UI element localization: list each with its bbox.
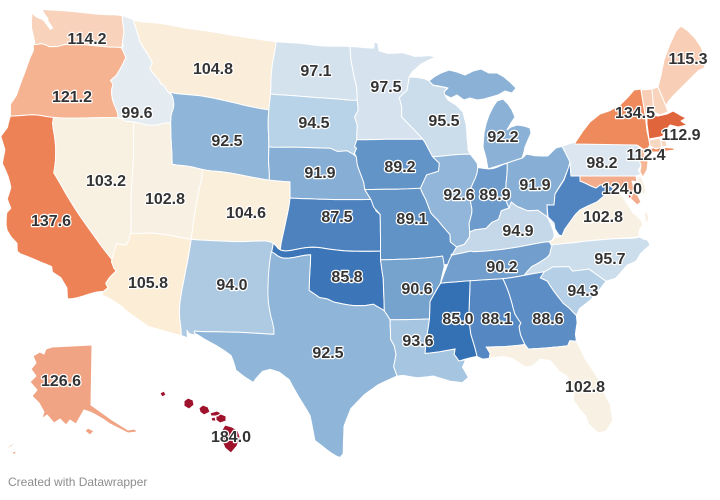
svg-text:103.2: 103.2 — [86, 173, 126, 190]
svg-text:95.7: 95.7 — [594, 251, 625, 268]
svg-text:95.5: 95.5 — [428, 113, 459, 130]
svg-text:92.5: 92.5 — [312, 345, 343, 362]
svg-text:102.8: 102.8 — [565, 379, 605, 396]
svg-text:89.1: 89.1 — [396, 211, 427, 228]
svg-text:88.1: 88.1 — [481, 311, 512, 328]
svg-text:126.6: 126.6 — [41, 373, 81, 390]
svg-text:102.8: 102.8 — [145, 191, 185, 208]
svg-text:87.5: 87.5 — [321, 209, 352, 226]
svg-text:85.0: 85.0 — [442, 311, 473, 328]
svg-text:112.4: 112.4 — [626, 147, 665, 164]
svg-text:94.0: 94.0 — [216, 277, 247, 294]
svg-text:124.0: 124.0 — [602, 181, 642, 198]
svg-text:97.5: 97.5 — [370, 79, 401, 96]
svg-text:92.2: 92.2 — [487, 129, 518, 146]
svg-text:90.2: 90.2 — [486, 259, 517, 276]
svg-text:115.3: 115.3 — [668, 51, 707, 68]
svg-text:94.5: 94.5 — [298, 115, 329, 132]
svg-text:184.0: 184.0 — [211, 429, 251, 446]
svg-text:92.5: 92.5 — [211, 133, 242, 150]
svg-text:137.6: 137.6 — [31, 213, 71, 230]
svg-text:105.8: 105.8 — [128, 275, 168, 292]
svg-text:94.3: 94.3 — [567, 283, 598, 300]
svg-text:91.9: 91.9 — [519, 177, 550, 194]
svg-text:88.6: 88.6 — [532, 311, 563, 328]
svg-text:90.6: 90.6 — [401, 281, 432, 298]
svg-text:94.9: 94.9 — [502, 223, 533, 240]
svg-text:92.6: 92.6 — [443, 187, 474, 204]
svg-text:104.6: 104.6 — [226, 205, 266, 222]
svg-text:89.9: 89.9 — [479, 187, 510, 204]
svg-text:98.2: 98.2 — [586, 155, 617, 172]
svg-text:85.8: 85.8 — [331, 269, 362, 286]
svg-text:134.5: 134.5 — [615, 105, 655, 122]
svg-text:112.9: 112.9 — [661, 127, 700, 144]
svg-text:102.8: 102.8 — [583, 209, 623, 226]
svg-text:91.9: 91.9 — [304, 165, 335, 182]
svg-text:89.2: 89.2 — [384, 159, 415, 176]
svg-text:93.6: 93.6 — [402, 333, 433, 350]
svg-text:114.2: 114.2 — [67, 31, 106, 48]
svg-text:121.2: 121.2 — [52, 89, 92, 106]
svg-text:97.1: 97.1 — [300, 63, 331, 80]
svg-text:104.8: 104.8 — [193, 61, 233, 78]
svg-text:99.6: 99.6 — [121, 105, 152, 122]
